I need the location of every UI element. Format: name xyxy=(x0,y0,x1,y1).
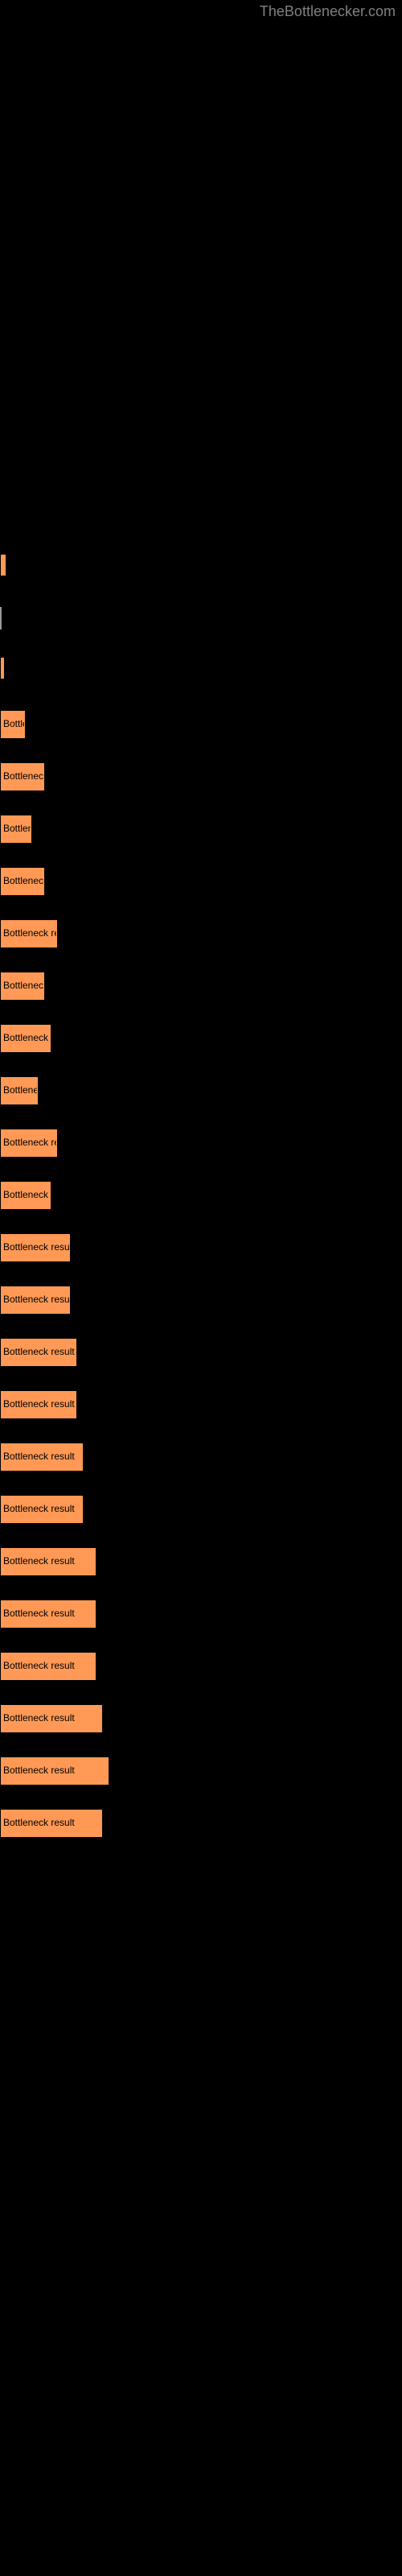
bar-label: Bottleneck result xyxy=(3,1555,95,1567)
bar-label: Bottlenec xyxy=(3,1084,37,1096)
watermark-text: TheBottlenecker.com xyxy=(260,3,396,20)
bar xyxy=(0,554,6,576)
bar-label: Bottleneck result xyxy=(3,1294,69,1305)
bar-label: Bottleneck result xyxy=(3,1346,76,1357)
bar xyxy=(0,607,2,630)
bar-label: Bottlen xyxy=(3,823,31,834)
bar-label: Bottleneck re xyxy=(3,875,43,886)
bar-label: Bottleneck result xyxy=(3,1712,101,1724)
top-spacer xyxy=(0,0,402,547)
bar-label: Bottleneck result xyxy=(3,1503,82,1514)
bar-label: Bottleneck result xyxy=(3,1451,82,1462)
bar-label: Bottleneck xyxy=(3,770,43,782)
bar-label: Bottleneck resu xyxy=(3,927,56,939)
bar-label: Bottle xyxy=(3,718,24,729)
bar-label: Bottleneck result xyxy=(3,1241,69,1253)
bar-label: Bottleneck r xyxy=(3,980,43,991)
bar-label: Bottleneck re xyxy=(3,1189,50,1200)
bar-label: Bottleneck re xyxy=(3,1032,50,1043)
bar-label: Bottleneck result xyxy=(3,1817,101,1828)
bar-label: Bottleneck result xyxy=(3,1608,95,1619)
bar-label: Bottleneck result xyxy=(3,1398,76,1410)
bar xyxy=(0,657,5,679)
bar-label: Bottleneck result xyxy=(3,1660,95,1671)
bar-label: Bottleneck resu xyxy=(3,1137,56,1148)
bar-label: Bottleneck result xyxy=(3,1765,108,1776)
